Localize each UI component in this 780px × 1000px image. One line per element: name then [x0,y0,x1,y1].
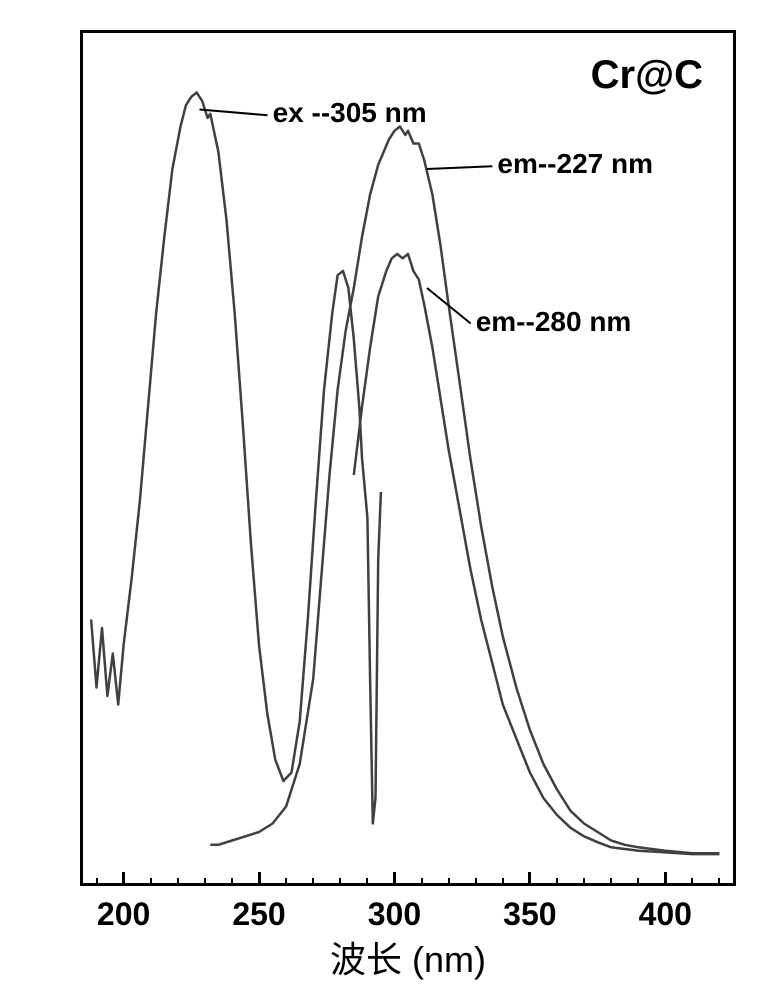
x-tick-minor [502,878,504,886]
x-tick-minor [312,878,314,886]
x-tick-minor [285,878,287,886]
annotation-label: em--227 nm [497,148,653,180]
x-tick-minor [204,878,206,886]
x-tick-minor [366,878,368,886]
curve-em-280 [354,254,720,854]
annotation-label: ex --305 nm [273,97,427,129]
x-tick-label: 350 [503,896,556,933]
x-tick-minor [231,878,233,886]
x-tick-label: 200 [97,896,150,933]
annotation-leader [427,288,471,324]
x-tick-minor [96,878,98,886]
x-tick-major [664,872,667,886]
chart-title: Cr@C [591,53,703,98]
x-tick-label: 300 [368,896,421,933]
x-tick-minor [718,878,720,886]
x-tick-minor [339,878,341,886]
x-axis-label: 波长 (nm) [330,931,486,983]
x-tick-major [528,872,531,886]
annotation-label: em--280 nm [476,306,632,338]
x-tick-minor [637,878,639,886]
annotation-leader [427,166,492,169]
x-tick-major [393,872,396,886]
x-tick-minor [150,878,152,886]
x-tick-label: 250 [232,896,285,933]
x-tick-minor [691,878,693,886]
curve-em-227 [210,127,719,854]
plot-area: Cr@C 波长 (nm) 200250300350400ex --305 nme… [80,30,736,886]
x-tick-minor [583,878,585,886]
x-tick-minor [448,878,450,886]
x-tick-major [258,872,261,886]
x-tick-minor [556,878,558,886]
x-tick-minor [475,878,477,886]
x-tick-minor [177,878,179,886]
x-tick-minor [421,878,423,886]
x-tick-label: 400 [639,896,692,933]
x-tick-major [122,872,125,886]
chart-container: Cr@C 波长 (nm) 200 250 300 350 400 ex --305 nm e… [0,0,780,1000]
x-tick-minor [610,878,612,886]
curve-ex-305 [91,93,381,824]
